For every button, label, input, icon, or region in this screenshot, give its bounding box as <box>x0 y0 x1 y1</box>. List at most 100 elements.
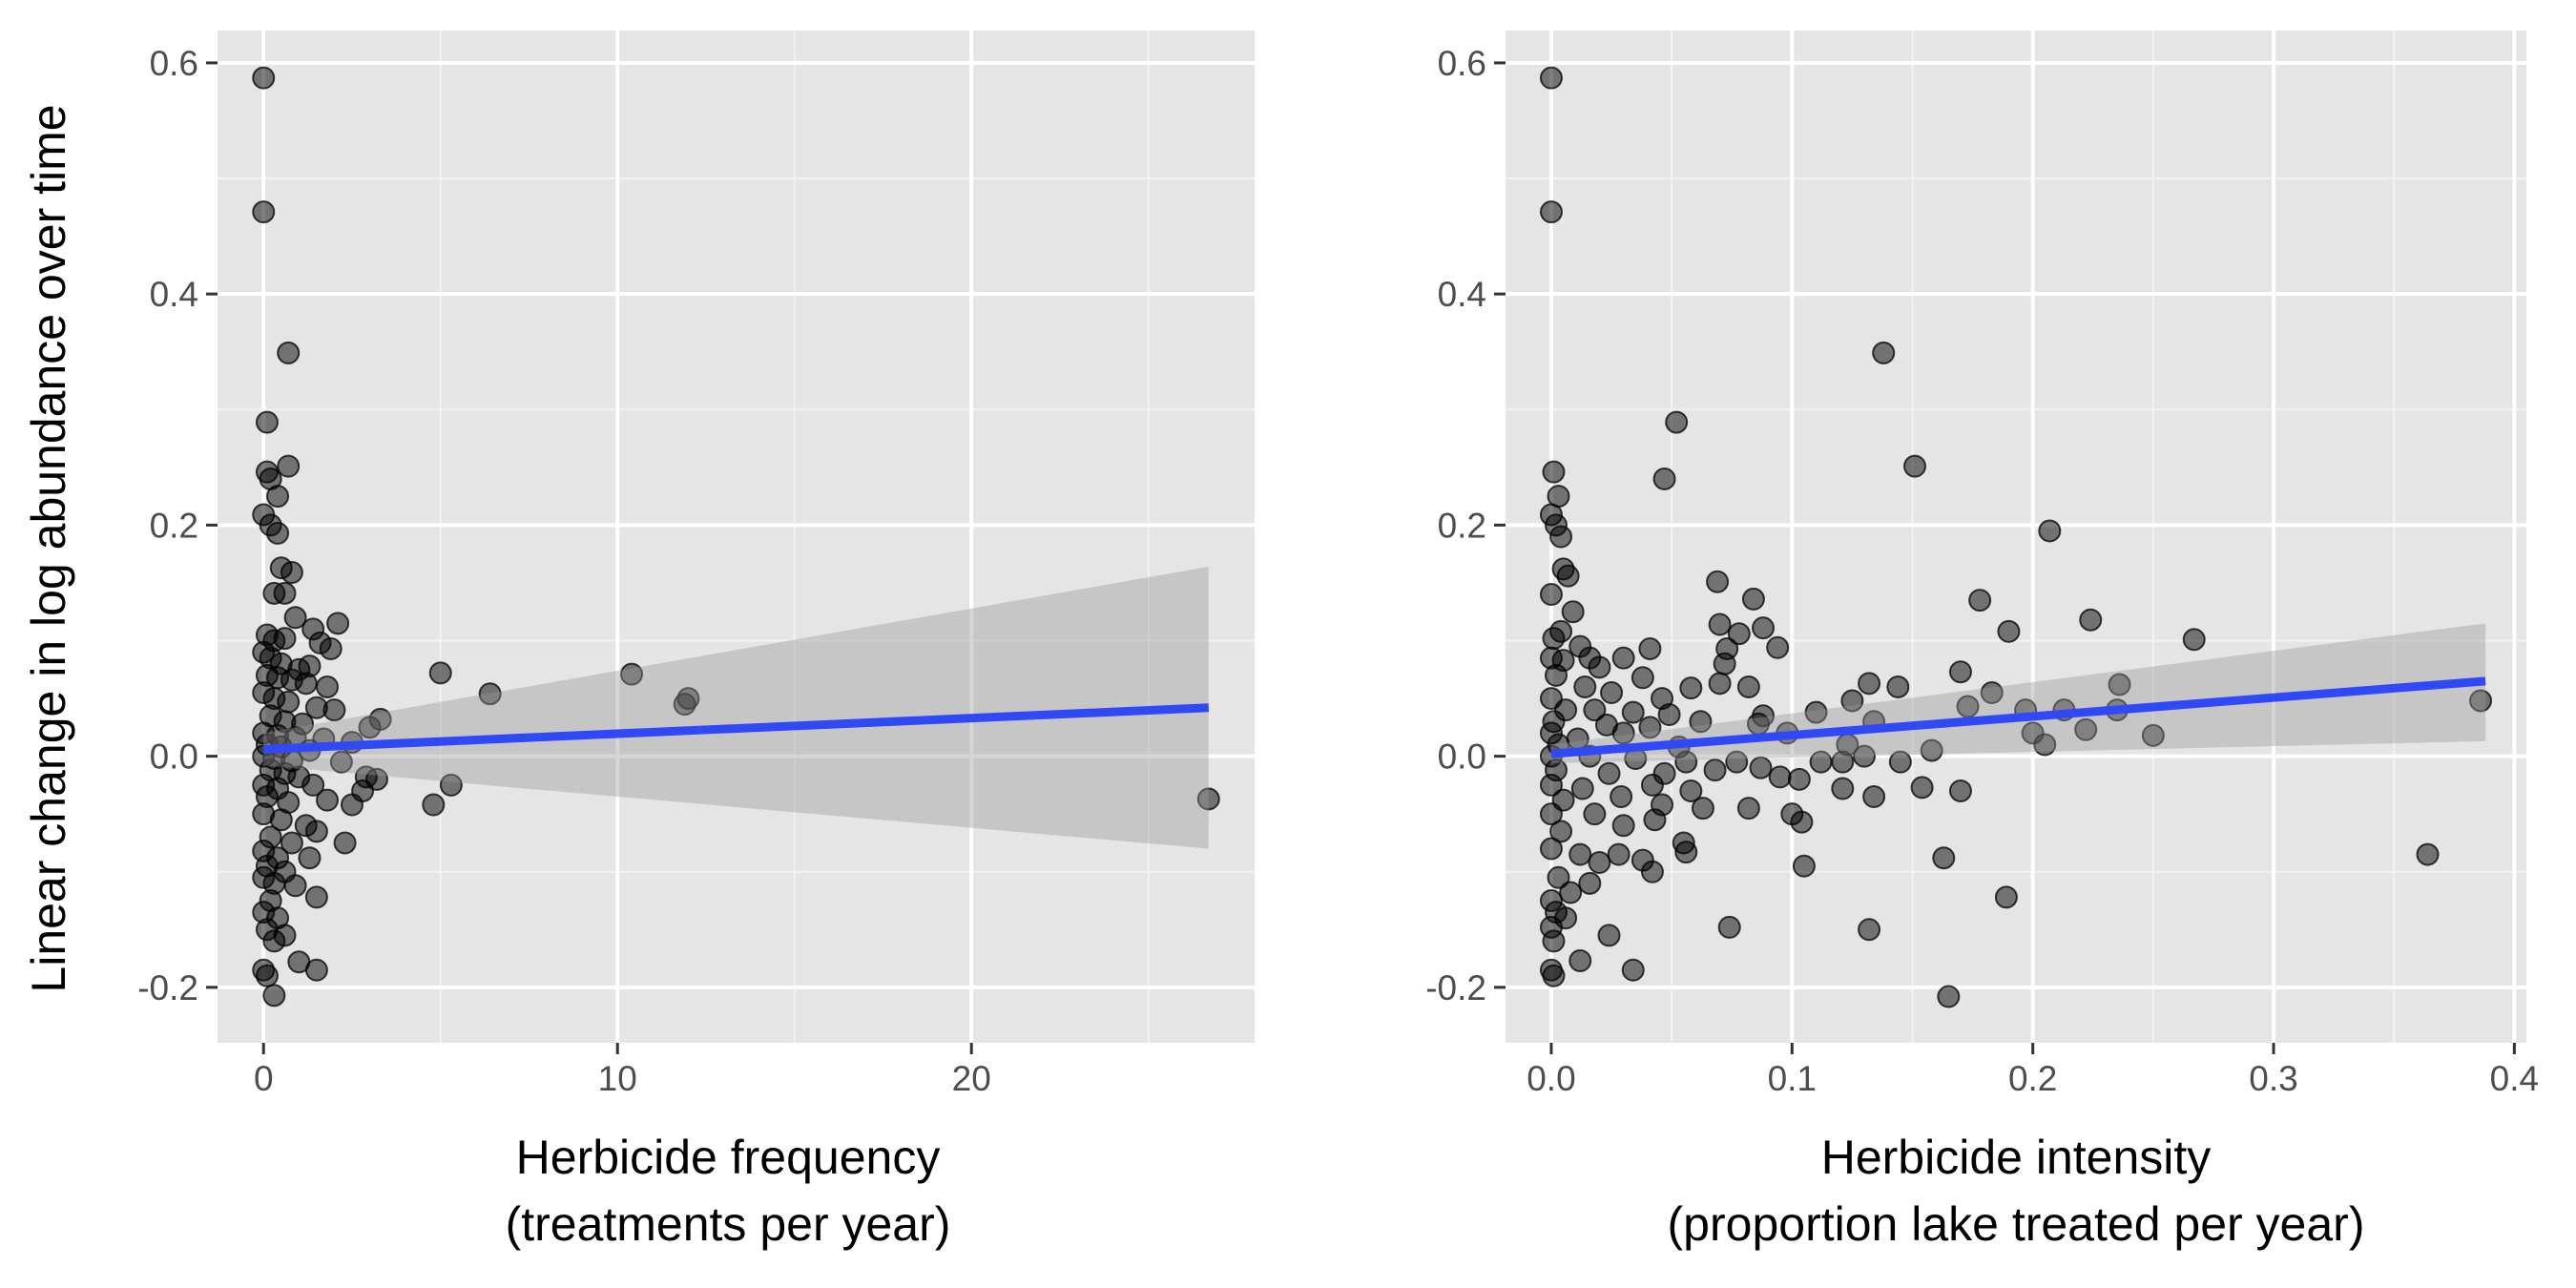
data-point <box>1741 587 1765 611</box>
data-point <box>1611 814 1635 838</box>
x-tick-label: 0 <box>254 1059 274 1098</box>
data-point <box>1621 958 1645 982</box>
data-point <box>2033 733 2057 757</box>
data-point <box>1872 341 1896 364</box>
data-point <box>1752 616 1776 640</box>
data-point <box>1708 672 1732 696</box>
data-point <box>1544 663 1568 687</box>
data-point <box>1790 810 1814 834</box>
data-point <box>269 808 293 832</box>
data-point <box>2079 608 2103 632</box>
x-tick-label: 0.4 <box>2490 1059 2539 1098</box>
y-tick-label: 0.6 <box>1438 44 1486 83</box>
data-point <box>1539 583 1563 607</box>
y-tick-label: -0.2 <box>1425 968 1486 1008</box>
data-point <box>1980 681 2004 705</box>
data-point <box>1691 797 1714 821</box>
data-point <box>1888 750 1912 774</box>
data-point <box>1948 779 1972 802</box>
data-point <box>1539 200 1563 224</box>
data-point <box>1539 837 1563 861</box>
data-point <box>1968 589 1992 613</box>
x-axis-title-line1: Herbicide frequency <box>516 1131 941 1184</box>
data-point <box>439 773 463 797</box>
data-point <box>1910 776 1934 800</box>
data-point <box>1713 652 1736 675</box>
data-point <box>1607 842 1631 866</box>
data-point <box>304 958 328 982</box>
data-point <box>1736 675 1760 698</box>
data-point <box>2416 842 2440 866</box>
panel-background <box>1506 31 2526 1043</box>
data-point <box>1652 467 1676 490</box>
y-tick-label: 0.0 <box>150 737 198 777</box>
data-point <box>1679 676 1703 700</box>
data-point <box>2074 717 2098 741</box>
panel-herbicide-frequency: Herbicide frequency (treatments per year… <box>137 31 1255 1251</box>
x-tick-label: 20 <box>952 1059 991 1098</box>
data-point <box>1831 750 1855 774</box>
data-point <box>1561 600 1585 624</box>
data-point <box>1610 785 1633 809</box>
data-point <box>1631 666 1654 690</box>
data-point <box>266 485 290 509</box>
data-point <box>478 682 502 706</box>
data-point <box>1611 721 1635 745</box>
y-tick-label: 0.0 <box>1438 737 1486 777</box>
data-point <box>1196 787 1220 811</box>
data-point <box>283 606 307 630</box>
data-point <box>326 612 350 635</box>
data-point <box>2038 519 2062 543</box>
data-point <box>1542 460 1566 484</box>
data-point <box>1640 860 1664 883</box>
data-point <box>1583 802 1607 826</box>
data-point <box>1588 655 1611 679</box>
fit-line <box>263 703 1209 754</box>
data-point <box>1768 765 1792 789</box>
data-point <box>2182 628 2206 652</box>
data-point <box>2469 689 2493 713</box>
data-point <box>1542 929 1566 953</box>
data-point <box>1903 454 1927 478</box>
data-point <box>2141 723 2165 747</box>
data-point <box>277 454 301 478</box>
data-point <box>1539 66 1563 90</box>
data-point <box>1725 750 1749 774</box>
data-point <box>1708 613 1732 636</box>
data-point <box>252 66 276 90</box>
data-point <box>1542 627 1566 651</box>
data-point <box>1706 570 1730 593</box>
data-point <box>1559 881 1583 904</box>
fit-line <box>1550 676 2486 758</box>
data-point <box>273 581 297 605</box>
x-tick-label: 0.3 <box>2249 1059 2297 1098</box>
data-point <box>1997 619 2021 643</box>
x-axis-title-line2: (treatments per year) <box>506 1197 951 1251</box>
data-point <box>255 410 279 434</box>
data-point <box>1674 841 1698 864</box>
data-point <box>1840 689 1864 713</box>
data-point <box>358 716 382 739</box>
data-point <box>1638 716 1662 739</box>
data-point <box>1549 820 1573 843</box>
confidence-band <box>263 566 1209 849</box>
data-point <box>422 793 446 817</box>
data-point <box>1703 758 1727 782</box>
data-point <box>277 341 301 364</box>
data-point <box>1858 918 1881 942</box>
data-point <box>1792 854 1816 878</box>
data-point <box>277 690 301 714</box>
data-point <box>1804 700 1828 724</box>
x-tick-label: 0.1 <box>1768 1059 1817 1098</box>
data-point <box>340 793 364 817</box>
data-point <box>301 773 325 797</box>
data-point <box>1766 635 1790 659</box>
data-point <box>262 929 286 953</box>
data-point <box>1542 964 1566 987</box>
data-point <box>294 672 318 696</box>
data-point <box>1621 700 1645 724</box>
data-point <box>252 200 276 224</box>
data-point <box>1736 797 1760 821</box>
data-point <box>1539 773 1563 797</box>
data-point <box>1570 777 1594 800</box>
